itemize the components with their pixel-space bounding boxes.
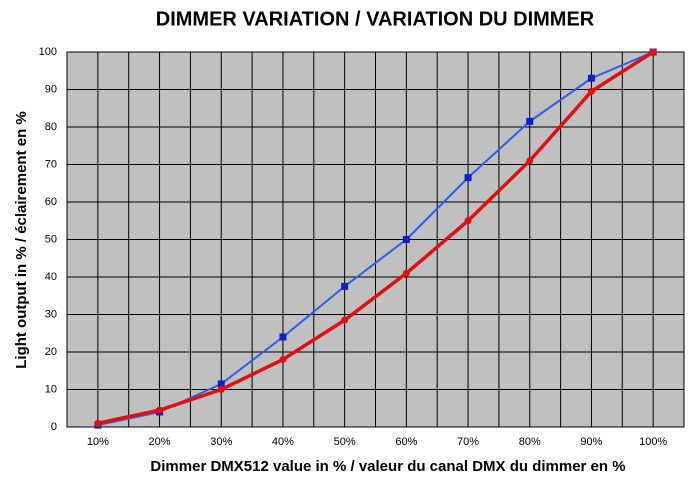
y-tick-label: 10 <box>45 383 57 395</box>
y-tick-label: 100 <box>39 46 57 58</box>
series-line <box>97 51 654 427</box>
y-axis-title: Light output in % / éclairement en % <box>13 111 30 369</box>
y-tick-label: 40 <box>45 271 57 283</box>
y-tick-label: 50 <box>45 233 57 245</box>
plot-border <box>66 51 685 428</box>
x-tick-label: 50% <box>334 436 356 448</box>
y-tick-label: 70 <box>45 158 57 170</box>
marker <box>402 269 410 277</box>
marker <box>217 386 225 393</box>
marker <box>587 87 595 95</box>
x-tick-label: 90% <box>580 436 602 448</box>
x-tick-label: 100% <box>639 436 667 448</box>
y-tick-label: 80 <box>45 121 57 133</box>
marker <box>341 316 349 324</box>
x-tick-label: 60% <box>395 436 417 448</box>
marker <box>464 217 472 225</box>
x-axis-title: Dimmer DMX512 value in % / valeur du can… <box>150 458 625 475</box>
marker <box>279 333 287 341</box>
marker <box>156 406 164 414</box>
y-tick-label: 60 <box>45 196 57 208</box>
marker <box>217 380 225 388</box>
marker <box>341 282 349 290</box>
y-tick-label: 20 <box>45 346 57 358</box>
marker <box>94 419 102 427</box>
y-tick-label: 30 <box>45 308 57 320</box>
x-tick-label: 30% <box>210 436 232 448</box>
series-line <box>97 50 655 425</box>
x-tick-label: 20% <box>149 436 171 448</box>
x-tick-label: 80% <box>519 436 541 448</box>
marker <box>464 174 472 182</box>
marker <box>587 74 595 82</box>
chart-title: DIMMER VARIATION / VARIATION DU DIMMER <box>156 8 595 30</box>
marker <box>526 117 534 125</box>
x-tick-label: 40% <box>272 436 294 448</box>
marker <box>649 48 657 56</box>
x-tick-label: 10% <box>87 436 109 448</box>
marker <box>402 236 410 243</box>
y-tick-label: 90 <box>45 83 57 95</box>
x-tick-label: 70% <box>457 436 479 448</box>
marker <box>279 356 287 363</box>
y-tick-label: 0 <box>51 421 57 433</box>
marker <box>526 157 534 165</box>
